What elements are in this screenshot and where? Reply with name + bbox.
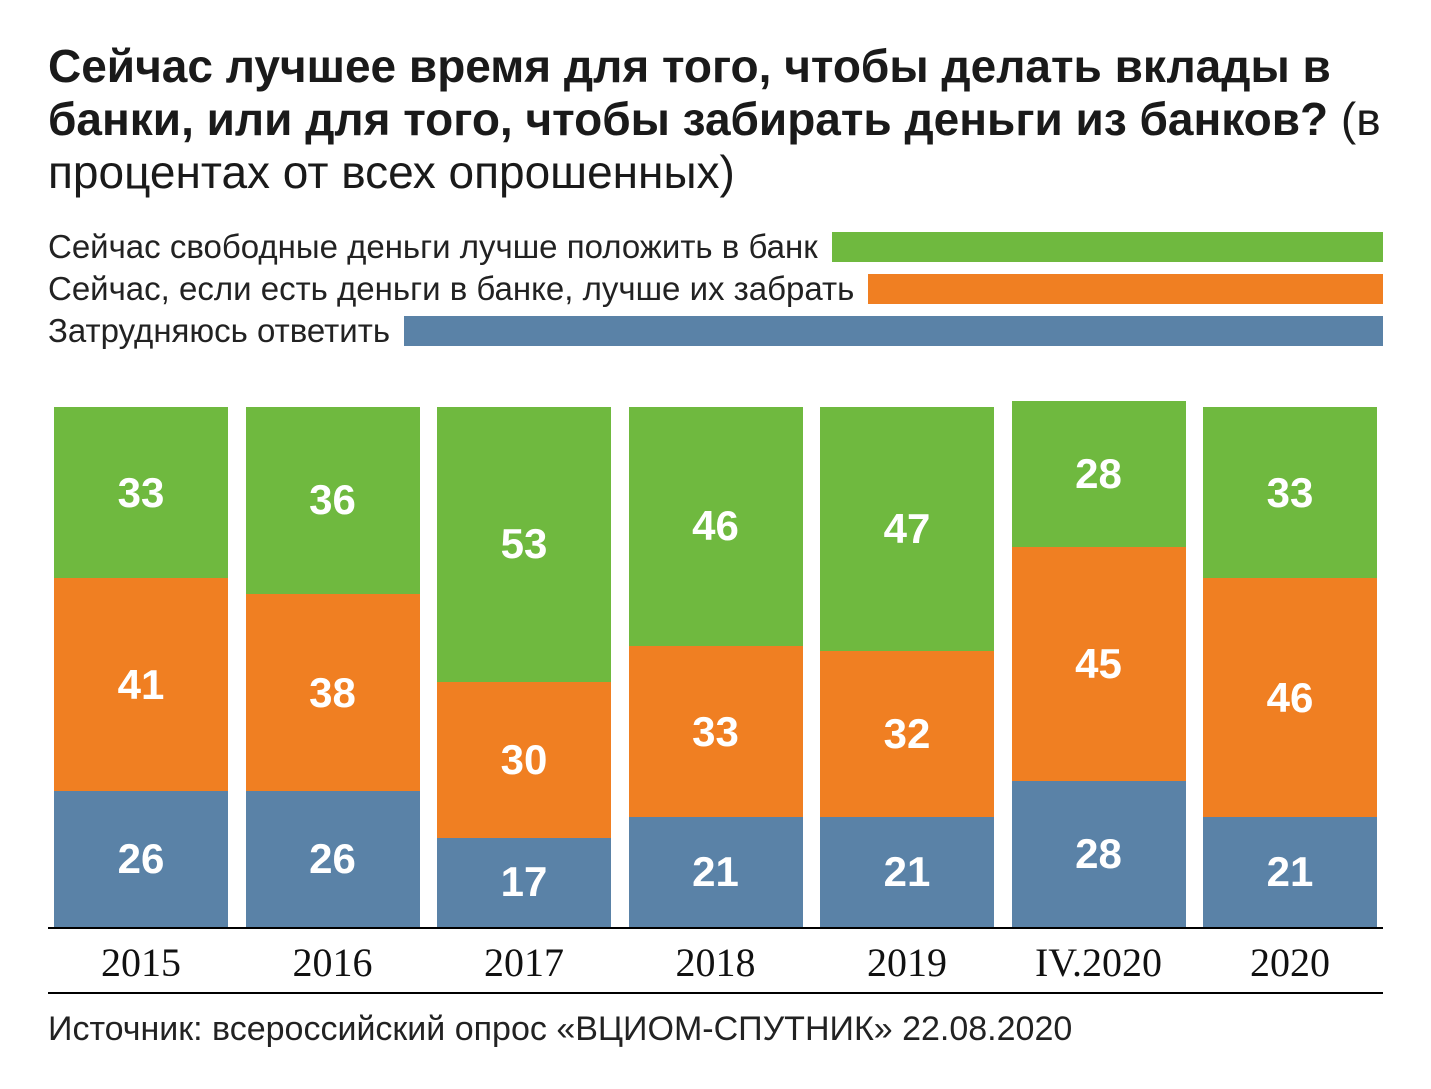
- bar-column: 473221: [820, 407, 994, 927]
- source-line: Источник: всероссийский опрос «ВЦИОМ-СПУ…: [48, 1010, 1383, 1049]
- bar-column: 334621: [1203, 407, 1377, 927]
- bar-column: 363826: [246, 407, 420, 927]
- legend-item: Сейчас свободные деньги лучше положить в…: [48, 227, 1383, 267]
- x-axis: 2015 2016 2017 2018 2019 IV.2020 2020: [48, 929, 1383, 994]
- bar-segment: 32: [820, 651, 994, 817]
- bar-segment: 28: [1012, 401, 1186, 547]
- legend-swatch: [404, 316, 1383, 346]
- x-axis-label: IV.2020: [1012, 939, 1186, 992]
- chart-container: Сейчас лучшее время для того, чтобы дела…: [0, 0, 1431, 1089]
- bar-column: 533017: [437, 407, 611, 927]
- bar-segment: 41: [54, 578, 228, 791]
- x-axis-label: 2017: [437, 939, 611, 992]
- legend-item: Затрудняюсь ответить: [48, 311, 1383, 351]
- x-axis-label: 2016: [246, 939, 420, 992]
- bar-column: 463321: [629, 407, 803, 927]
- bar-segment: 21: [1203, 817, 1377, 926]
- bar-segment: 45: [1012, 547, 1186, 781]
- legend-swatch: [832, 232, 1383, 262]
- x-axis-label: 2015: [54, 939, 228, 992]
- bar-segment: 21: [629, 817, 803, 926]
- bar-column: 284528: [1012, 401, 1186, 926]
- bar-segment: 33: [1203, 407, 1377, 579]
- bar-column: 334126: [54, 407, 228, 927]
- bar-segment: 53: [437, 407, 611, 683]
- stacked-bar-chart: 3341263638265330174633214732212845283346…: [48, 369, 1383, 929]
- legend-label: Сейчас, если есть деньги в банке, лучше …: [48, 270, 868, 308]
- bar-segment: 47: [820, 407, 994, 651]
- x-axis-label: 2020: [1203, 939, 1377, 992]
- legend-label: Затрудняюсь ответить: [48, 312, 404, 350]
- bar-segment: 21: [820, 817, 994, 926]
- bar-segment: 26: [54, 791, 228, 926]
- bar-segment: 46: [1203, 578, 1377, 817]
- chart-title: Сейчас лучшее время для того, чтобы дела…: [48, 40, 1383, 199]
- bar-segment: 46: [629, 407, 803, 646]
- bar-segment: 26: [246, 791, 420, 926]
- title-question: Сейчас лучшее время для того, чтобы дела…: [48, 40, 1331, 145]
- legend: Сейчас свободные деньги лучше положить в…: [48, 227, 1383, 351]
- bar-segment: 38: [246, 594, 420, 792]
- x-axis-label: 2018: [629, 939, 803, 992]
- legend-item: Сейчас, если есть деньги в банке, лучше …: [48, 269, 1383, 309]
- bar-segment: 30: [437, 682, 611, 838]
- bar-segment: 36: [246, 407, 420, 594]
- legend-swatch: [868, 274, 1383, 304]
- legend-label: Сейчас свободные деньги лучше положить в…: [48, 228, 832, 266]
- bar-segment: 33: [629, 646, 803, 818]
- bar-segment: 17: [437, 838, 611, 926]
- x-axis-label: 2019: [820, 939, 994, 992]
- bar-segment: 28: [1012, 781, 1186, 927]
- bar-segment: 33: [54, 407, 228, 579]
